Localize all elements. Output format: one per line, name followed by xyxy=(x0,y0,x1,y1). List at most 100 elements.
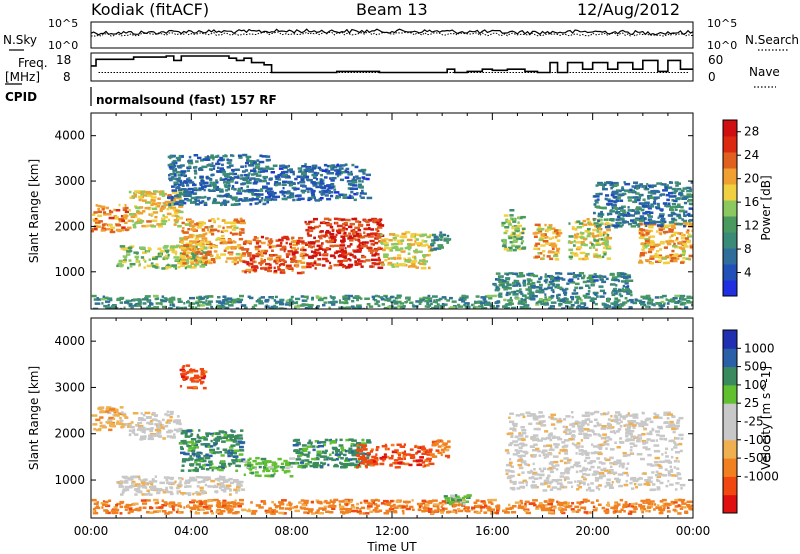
power-cell xyxy=(160,222,166,226)
power-cell xyxy=(635,184,640,187)
power-cell xyxy=(314,267,317,270)
power-cell xyxy=(680,247,686,250)
power-cell xyxy=(619,272,626,276)
velocity-cell xyxy=(615,417,619,420)
velocity-cell xyxy=(383,453,387,456)
power-cell xyxy=(595,243,602,246)
power-cell xyxy=(93,298,99,301)
power-cell xyxy=(553,254,558,258)
velocity-cell xyxy=(162,437,166,440)
velocity-cell xyxy=(316,454,321,457)
power-cell xyxy=(377,246,380,250)
power-cell xyxy=(229,172,234,175)
power-cell xyxy=(345,266,351,269)
power-cell xyxy=(568,306,574,309)
power-cell xyxy=(558,277,564,280)
power-cell xyxy=(670,209,675,212)
power-cell xyxy=(295,265,299,268)
power-cell xyxy=(331,303,336,306)
power-cell xyxy=(544,273,547,276)
power-cell xyxy=(376,222,381,226)
power-cell xyxy=(227,188,231,191)
velocity-cell xyxy=(391,454,394,458)
velocity-cell xyxy=(445,445,450,449)
power-cell xyxy=(681,250,686,253)
power-cell xyxy=(509,217,513,220)
power-cell xyxy=(273,299,277,302)
power-cell xyxy=(198,187,202,190)
power-cell xyxy=(213,219,216,223)
power-cell xyxy=(649,235,656,238)
power-cell xyxy=(378,261,384,264)
velocity-cell xyxy=(652,483,656,486)
power-cell xyxy=(273,266,276,270)
power-cell xyxy=(274,245,278,248)
power-cell xyxy=(671,187,677,191)
power-cell xyxy=(419,259,423,262)
velocity-cell xyxy=(255,462,259,466)
power-cell xyxy=(664,261,671,264)
velocity-cell xyxy=(198,436,205,440)
power-cell xyxy=(556,275,560,278)
power-cell xyxy=(209,156,215,159)
velocity-cell xyxy=(123,412,127,416)
power-cell xyxy=(273,191,277,195)
power-cell xyxy=(621,287,625,291)
power-cell xyxy=(654,243,658,247)
power-cell xyxy=(344,234,349,237)
power-cell xyxy=(346,180,353,183)
velocity-cell xyxy=(534,438,539,442)
power-cell xyxy=(666,184,669,187)
velocity-cell xyxy=(363,461,370,464)
power-cell xyxy=(246,157,250,161)
power-cell xyxy=(140,256,145,259)
velocity-cell xyxy=(360,446,364,449)
power-cell xyxy=(259,263,262,266)
power-cell xyxy=(394,264,401,267)
power-cell xyxy=(654,255,658,258)
power-cell xyxy=(683,214,686,217)
power-cell xyxy=(173,174,177,177)
power-cell xyxy=(513,290,517,294)
power-cell xyxy=(498,284,504,287)
power-cell xyxy=(528,295,535,298)
power-cell xyxy=(359,192,365,195)
power-cell xyxy=(342,259,348,262)
power-cell xyxy=(312,176,317,179)
power-cell xyxy=(669,259,674,263)
power-cell xyxy=(356,262,362,266)
power-cell xyxy=(352,176,355,179)
power-cell xyxy=(514,297,520,300)
power-cell xyxy=(260,257,263,261)
power-cell xyxy=(644,244,650,247)
power-cell xyxy=(291,253,296,256)
power-cell xyxy=(301,299,305,302)
power-cell xyxy=(229,231,233,235)
power-colorbar-segment xyxy=(723,232,737,249)
power-cell xyxy=(230,180,234,183)
power-cell xyxy=(680,237,687,240)
power-cell xyxy=(600,222,604,225)
power-cell xyxy=(638,236,645,240)
power-cell xyxy=(369,251,374,254)
velocity-cell xyxy=(308,441,313,444)
power-cell xyxy=(163,249,170,252)
power-cell xyxy=(250,161,253,165)
power-cell xyxy=(572,281,576,284)
power-cell xyxy=(199,183,203,187)
power-cell xyxy=(233,176,240,179)
power-cell xyxy=(687,235,693,238)
power-cell xyxy=(178,183,182,186)
power-cell xyxy=(633,218,640,222)
power-cell xyxy=(593,222,599,225)
power-cell xyxy=(183,235,189,239)
power-cell xyxy=(256,201,260,205)
velocity-cell xyxy=(535,485,539,489)
velocity-cell xyxy=(195,455,201,458)
velocity-cell xyxy=(641,411,644,415)
power-cell xyxy=(424,243,429,247)
power-cell xyxy=(659,227,665,230)
velocity-cell xyxy=(247,461,252,464)
power-cell xyxy=(115,216,119,219)
power-cell xyxy=(635,198,641,202)
